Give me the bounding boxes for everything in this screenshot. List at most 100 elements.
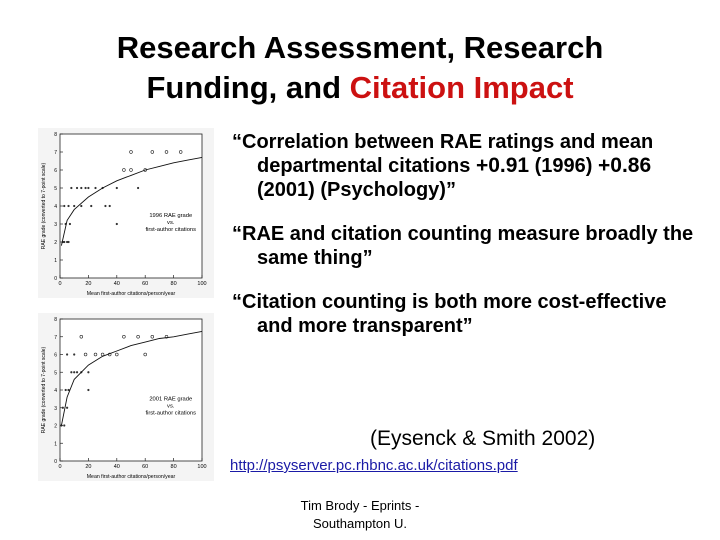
data-point bbox=[108, 204, 111, 208]
y-tick-label: 2 bbox=[54, 240, 57, 246]
data-point bbox=[73, 353, 76, 356]
title-highlight: Citation Impact bbox=[349, 70, 574, 105]
title-line-1: Research Assessment, Research bbox=[116, 30, 604, 65]
x-tick-label: 100 bbox=[197, 281, 206, 287]
y-tick-label: 8 bbox=[54, 132, 57, 138]
annotation-line-2: vs. bbox=[167, 220, 175, 226]
data-point bbox=[104, 204, 107, 208]
data-point bbox=[63, 424, 66, 427]
data-point-open bbox=[93, 352, 98, 357]
title-line-2-prefix: Funding, and bbox=[146, 70, 350, 105]
data-point bbox=[87, 388, 90, 392]
y-tick-label: 3 bbox=[54, 406, 57, 412]
annotation-line-3: first-author citations bbox=[145, 227, 196, 233]
y-tick-label: 4 bbox=[54, 204, 57, 210]
data-point bbox=[73, 204, 76, 208]
x-tick-label: 0 bbox=[58, 281, 61, 287]
year-2001-psychology: (2001) (Psychology)” bbox=[257, 179, 456, 201]
data-point-open bbox=[150, 335, 155, 339]
x-tick-label: 20 bbox=[85, 281, 91, 287]
x-tick-label: 0 bbox=[58, 464, 61, 470]
y-tick-label: 5 bbox=[54, 370, 57, 376]
data-point bbox=[115, 222, 118, 226]
quote-cost-effective: “Citation counting is both more cost-eff… bbox=[232, 291, 667, 337]
data-point bbox=[73, 371, 76, 374]
data-point-open bbox=[179, 150, 183, 154]
data-point bbox=[66, 353, 69, 356]
scatter-plot-2001: 0 20 40 60 80 100 0 1 2 3 4 5 6 7 8 Mean first-author c… bbox=[41, 317, 207, 480]
y-tick-label: 0 bbox=[54, 276, 57, 282]
y-tick-label: 7 bbox=[54, 150, 57, 156]
value-2001: +0.86 bbox=[598, 154, 652, 177]
slide-title: Research Assessment, Research Funding, a… bbox=[20, 28, 700, 108]
data-point bbox=[70, 186, 73, 190]
y-tick-label: 3 bbox=[54, 222, 57, 228]
y-tick-label: 4 bbox=[54, 388, 57, 394]
data-point-open bbox=[115, 352, 119, 357]
data-point bbox=[66, 406, 69, 409]
data-point bbox=[137, 186, 140, 190]
data-point-open bbox=[83, 352, 88, 357]
x-tick-label: 40 bbox=[114, 464, 120, 470]
annotation-line-2: vs. bbox=[167, 404, 175, 410]
data-point bbox=[87, 186, 90, 190]
citations-pdf-link[interactable]: http://psyserver.pc.rhbnc.ac.uk/citation… bbox=[230, 457, 518, 474]
x-tick-label: 60 bbox=[142, 464, 148, 470]
x-tick-label: 80 bbox=[171, 464, 177, 470]
fit-curve bbox=[60, 330, 203, 426]
y-tick-label: 8 bbox=[54, 317, 57, 323]
data-point-open bbox=[164, 335, 169, 339]
data-point bbox=[67, 388, 70, 392]
plot-1996: 0 20 40 60 80 100 0 1 2 3 4 5 6 7 8 Mean first-author c… bbox=[38, 128, 214, 298]
annotation-line-3: first-author citations bbox=[145, 411, 196, 417]
data-point bbox=[94, 186, 97, 190]
data-point-open bbox=[164, 150, 169, 154]
citation-reference: (Eysenck & Smith 2002) bbox=[370, 427, 596, 450]
x-tick-label: 20 bbox=[85, 464, 91, 470]
data-point bbox=[64, 388, 67, 392]
plot-frame bbox=[59, 318, 203, 462]
data-point bbox=[87, 371, 90, 374]
annotation-line-1: 2001 RAE grade bbox=[149, 397, 192, 403]
data-point-open bbox=[129, 150, 133, 154]
data-point bbox=[67, 240, 70, 244]
y-tick-label: 1 bbox=[54, 258, 57, 264]
data-point bbox=[90, 204, 93, 208]
y-tick-label: 1 bbox=[54, 441, 57, 447]
y-tick-label: 6 bbox=[54, 353, 57, 359]
data-point-open bbox=[129, 168, 133, 172]
data-point-open bbox=[79, 335, 83, 339]
y-tick-label: 2 bbox=[54, 424, 57, 430]
annotation-line-1: 1996 RAE grade bbox=[149, 213, 192, 219]
data-point bbox=[80, 204, 83, 208]
x-axis-label: Mean first-author citations/person/year bbox=[87, 474, 176, 480]
data-point bbox=[75, 371, 79, 374]
data-point-open bbox=[136, 335, 140, 339]
y-tick-label: 5 bbox=[54, 186, 57, 192]
y-axis-label: RAE grade (converted to 7-point scale) bbox=[41, 162, 47, 249]
data-point bbox=[80, 186, 83, 190]
data-point-open bbox=[150, 150, 155, 154]
data-point bbox=[70, 371, 73, 374]
plot-2001: 0 20 40 60 80 100 0 1 2 3 4 5 6 7 8 Mean first-author c… bbox=[38, 313, 214, 481]
data-point bbox=[84, 186, 87, 190]
data-point bbox=[67, 204, 70, 208]
plot-frame bbox=[59, 133, 203, 279]
data-point bbox=[63, 240, 66, 244]
footer: Tim Brody - Eprints - Southampton U. bbox=[270, 497, 450, 533]
y-axis-label: RAE grade (converted to 7-point scale) bbox=[41, 346, 47, 433]
data-point bbox=[63, 204, 66, 208]
quote-correlation-text: “Correlation between RAE ratings and mea… bbox=[232, 131, 654, 177]
data-point-open bbox=[122, 335, 126, 339]
data-point bbox=[115, 186, 118, 190]
value-1996: +0.91 bbox=[475, 154, 530, 177]
data-point-open bbox=[122, 168, 126, 172]
quote-list: “Correlation between RAE ratings and mea… bbox=[232, 130, 702, 358]
data-point bbox=[68, 222, 72, 226]
fit-curve bbox=[60, 156, 203, 246]
data-point-open bbox=[143, 352, 147, 357]
year-1996: (1996) bbox=[529, 155, 599, 177]
data-point bbox=[75, 186, 79, 190]
y-tick-label: 7 bbox=[54, 335, 57, 341]
x-axis-label: Mean first-author citations/person/year bbox=[87, 291, 176, 297]
